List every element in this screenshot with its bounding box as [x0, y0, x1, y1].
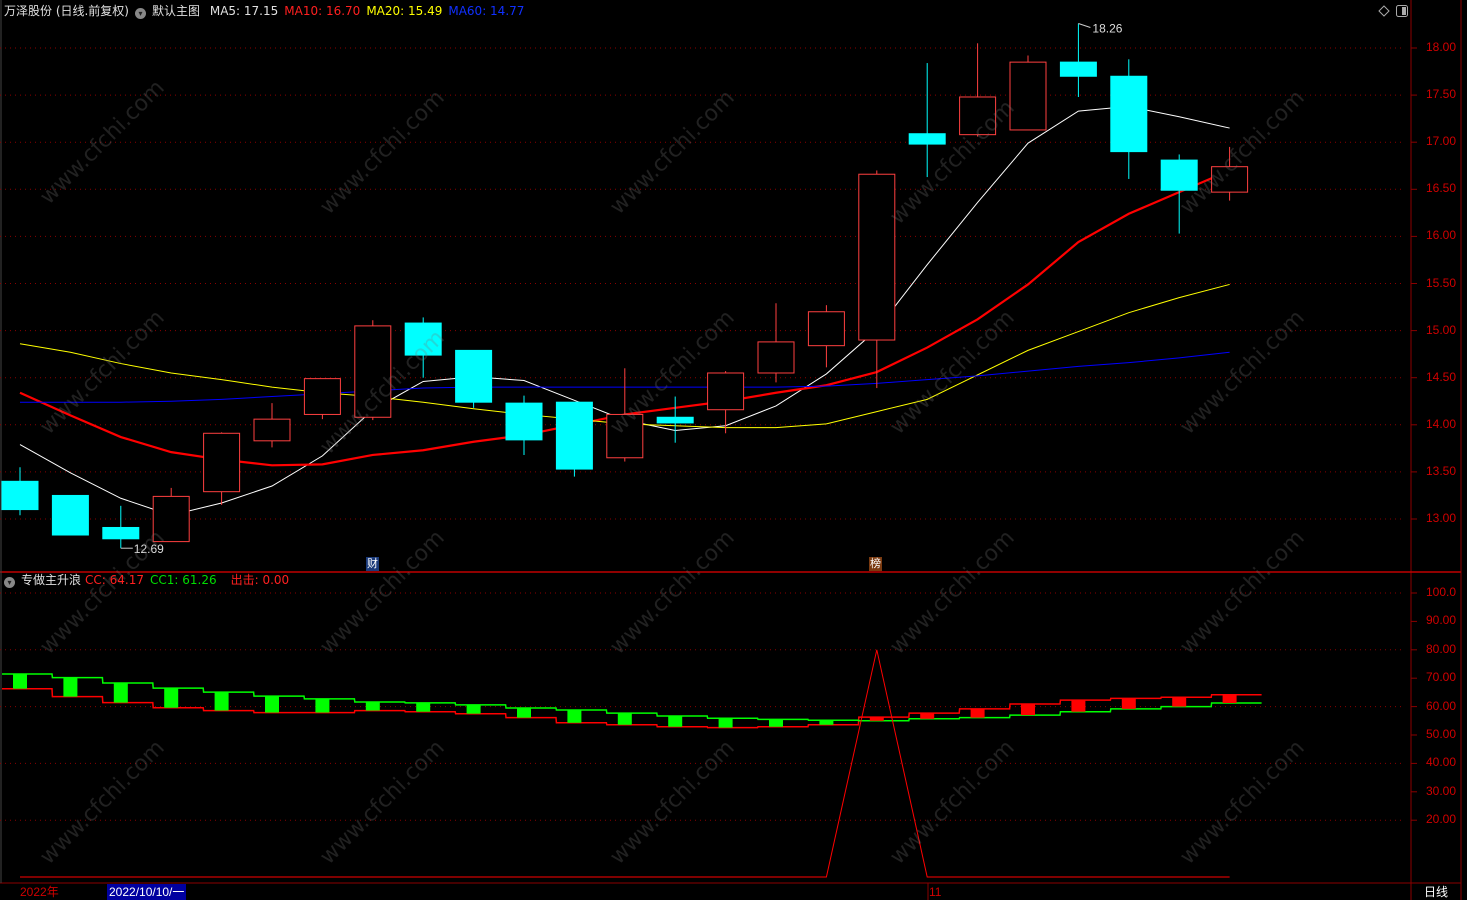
candle-down [555, 401, 593, 470]
price-tick-label: 16.00 [1426, 228, 1457, 243]
cc-bar-red [970, 708, 985, 718]
price-tick-label: 13.50 [1426, 463, 1457, 478]
candle-up [354, 325, 392, 418]
cc-bar-red [1222, 694, 1237, 704]
candle-down [908, 133, 946, 145]
candle-up [303, 378, 341, 415]
cc-bar-green [718, 718, 733, 728]
candle-up [807, 311, 845, 347]
candle-down [1110, 75, 1148, 153]
price-tick-label: 14.00 [1426, 416, 1457, 431]
finance-marker[interactable]: 财 [366, 557, 379, 571]
cc-bar-green [769, 719, 783, 727]
candle-up [959, 96, 997, 136]
cc-bar-green [63, 677, 78, 697]
cc-bar-green [819, 720, 834, 725]
price-tick-label: 17.50 [1426, 87, 1457, 102]
cc-bar-green [265, 696, 279, 713]
indicator-name[interactable]: 专做主升浪 [21, 573, 82, 587]
price-tick-label: 16.50 [1426, 181, 1457, 196]
high-price-label: 18.26 [1092, 22, 1122, 36]
candle-down [505, 402, 543, 441]
candle-up [253, 418, 291, 442]
candle-down [404, 322, 442, 356]
indicator-legend: ▾ 专做主升浪 CC: 64.17 CC1: 61.26 出击: 0.00 [4, 572, 295, 588]
year-label: 2022年 [20, 885, 59, 899]
indicator-tick-label: 20.00 [1426, 812, 1457, 827]
price-tick-label: 13.00 [1426, 511, 1457, 525]
candle-up [707, 372, 745, 411]
indicator-tick-label: 60.00 [1426, 698, 1457, 713]
indicator-tick-label: 100.0 [1426, 585, 1457, 599]
cc-bar-green [365, 702, 380, 711]
month-label: 11 [929, 885, 942, 899]
diamond-icon[interactable] [1378, 5, 1390, 17]
ma5-value: MA5: 17.15 [209, 4, 279, 18]
high-pointer [1078, 23, 1091, 28]
candle-down [1160, 159, 1198, 191]
template-name[interactable]: 默认主图 [152, 4, 201, 18]
indicator-tick-label: 30.00 [1426, 783, 1457, 798]
ma10-value: MA10: 16.70 [284, 4, 361, 18]
candle-up [606, 413, 644, 459]
cc-bar-green [13, 673, 27, 689]
cc-bar-red [1172, 697, 1187, 707]
price-tick-label: 15.50 [1426, 275, 1457, 290]
candle-up [203, 432, 241, 493]
indicator-tick-label: 90.00 [1426, 613, 1457, 628]
cc1-value: CC1: 61.26 [149, 573, 217, 587]
cc-bar-green [567, 710, 582, 723]
period-button[interactable]: 日线 [1424, 885, 1449, 899]
candle-down [455, 349, 493, 403]
candle-down [102, 526, 140, 540]
cc-bar-red [1071, 700, 1086, 712]
candle-up [152, 495, 190, 543]
cc-bar-red [1021, 704, 1035, 716]
candle-up [1211, 166, 1249, 193]
candle-down [656, 416, 694, 424]
cc-bar-green [517, 708, 531, 718]
cc-bar-red [920, 713, 935, 719]
cc-bar-green [466, 704, 481, 714]
strike-value: 出击: 0.00 [230, 573, 290, 587]
ranking-marker[interactable]: 榜 [869, 557, 882, 571]
panel-toggle-icon[interactable] [1396, 5, 1408, 17]
indicator-tick-label: 40.00 [1426, 755, 1457, 770]
cc-bar-green [416, 702, 431, 712]
cc-bar-green [617, 713, 632, 725]
price-tick-label: 17.00 [1426, 134, 1457, 149]
price-tick-label: 18.00 [1426, 40, 1457, 54]
cc-bar-green [164, 688, 179, 708]
cc-bar-red [869, 717, 884, 721]
strike-line [20, 649, 1230, 878]
price-tick-label: 15.00 [1426, 322, 1457, 337]
ma20-value: MA20: 15.49 [366, 4, 443, 18]
indicator-tick-label: 50.00 [1426, 727, 1457, 741]
candle-down [1, 480, 39, 511]
ma60-value: MA60: 14.77 [448, 4, 525, 18]
chevron-down-icon[interactable]: ▾ [4, 577, 15, 588]
cc-bar-red [1121, 698, 1136, 709]
stock-title[interactable]: 万泽股份 (日线.前复权) [4, 4, 129, 18]
cc-bar-green [113, 683, 128, 703]
candle-down [1059, 61, 1097, 77]
candle-up [1009, 61, 1047, 131]
cc-bar-green [315, 698, 330, 713]
cc-bar-green [668, 715, 683, 727]
candle-up [858, 173, 896, 341]
low-price-label: 12.69 [134, 542, 164, 556]
indicator-tick-label: 70.00 [1426, 670, 1457, 685]
price-tick-label: 14.50 [1426, 369, 1457, 384]
chevron-down-icon[interactable]: ▾ [135, 8, 146, 19]
cc-value: CC: 64.17 [85, 573, 144, 587]
cc-bar-green [214, 692, 229, 711]
cursor-date: 2022/10/10/一 [107, 884, 187, 900]
main-legend: 万泽股份 (日线.前复权) ▾ 默认主图 MA5: 17.15 MA10: 16.70… [4, 3, 530, 19]
indicator-tick-label: 80.00 [1426, 641, 1457, 656]
candle-down [51, 494, 89, 536]
candle-up [757, 341, 795, 374]
